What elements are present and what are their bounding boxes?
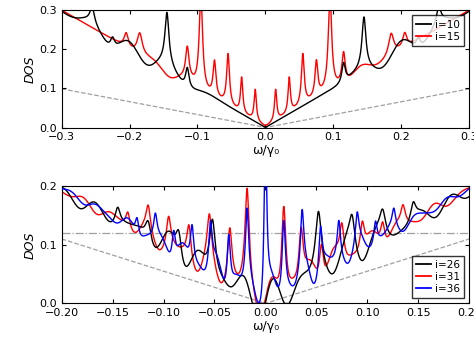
Legend: i=10, i=15: i=10, i=15 bbox=[412, 15, 464, 46]
X-axis label: ω/γ₀: ω/γ₀ bbox=[252, 320, 279, 333]
Legend: i=26, i=31, i=36: i=26, i=31, i=36 bbox=[412, 256, 464, 298]
Y-axis label: DOS: DOS bbox=[23, 55, 36, 83]
X-axis label: ω/γ₀: ω/γ₀ bbox=[252, 144, 279, 157]
Y-axis label: DOS: DOS bbox=[23, 231, 36, 258]
